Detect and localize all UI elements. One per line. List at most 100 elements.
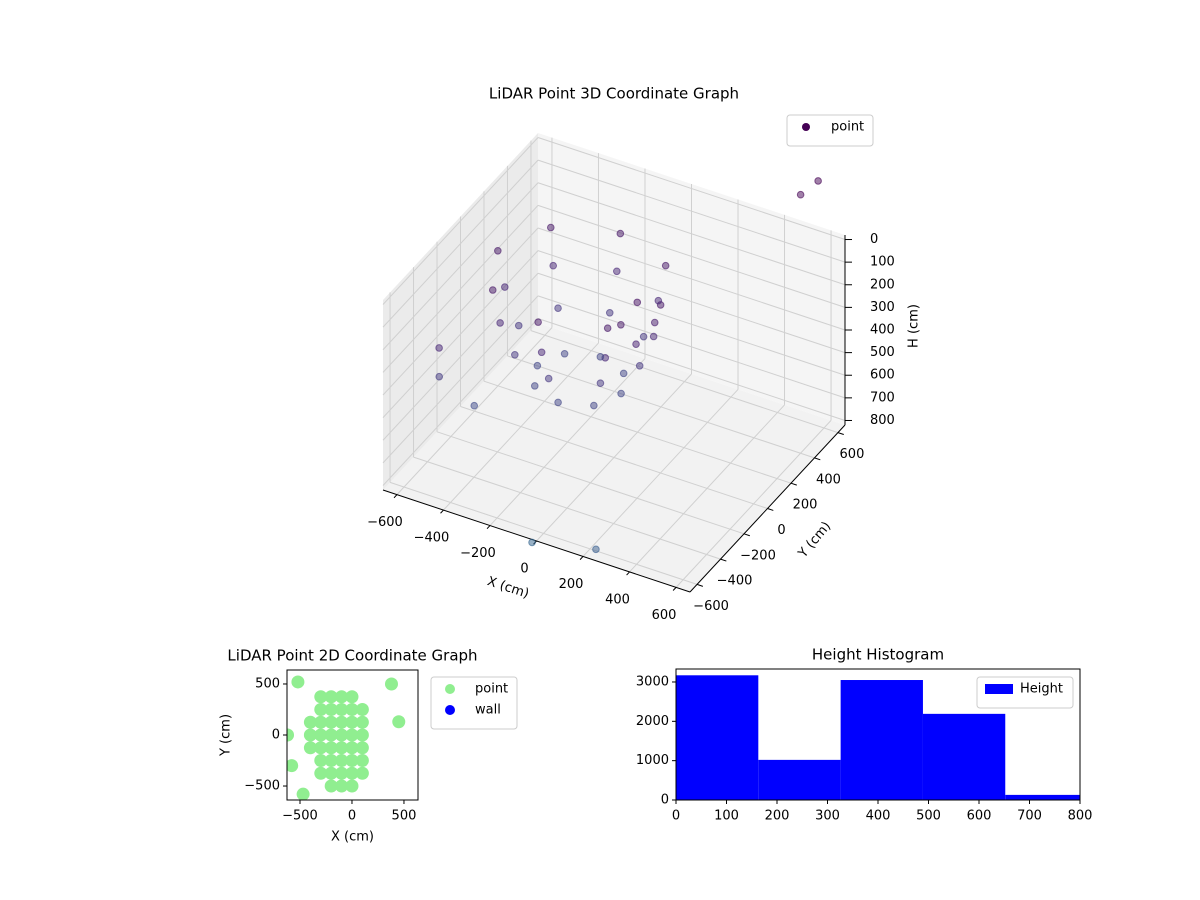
point — [314, 690, 328, 704]
point — [619, 369, 628, 378]
point — [345, 728, 359, 742]
point — [345, 741, 359, 755]
point — [324, 779, 338, 793]
point — [314, 715, 328, 729]
point — [324, 715, 338, 729]
point — [324, 690, 338, 704]
z-tick-label: 0 — [870, 232, 878, 247]
legend-label: wall — [475, 703, 501, 718]
point — [590, 401, 598, 410]
bar — [1005, 794, 1080, 800]
grid-line — [537, 159, 846, 263]
point — [496, 319, 504, 327]
y-tick-label: −200 — [740, 548, 776, 563]
point — [661, 261, 670, 270]
point — [617, 320, 625, 329]
legend-label: point — [475, 682, 508, 697]
point — [355, 766, 369, 780]
point — [514, 321, 523, 330]
grid-line — [389, 481, 698, 585]
x-tick — [579, 556, 584, 560]
grid-line — [530, 330, 839, 434]
z-tick-label: 300 — [870, 300, 895, 315]
y-tick-label: −600 — [693, 599, 729, 614]
point — [617, 389, 625, 398]
point — [303, 728, 317, 742]
point — [314, 741, 328, 755]
grid-line — [382, 295, 539, 464]
legend-marker — [802, 123, 810, 131]
point — [528, 538, 536, 547]
point — [324, 741, 338, 755]
grid-line — [537, 182, 846, 286]
legend-swatch — [985, 684, 1013, 694]
point — [533, 361, 542, 370]
z-tick-label: 800 — [870, 413, 895, 428]
y-tick-label: −400 — [717, 574, 753, 589]
point — [287, 759, 299, 773]
legend-label: Height — [1020, 682, 1063, 697]
x-tick-label: 500 — [392, 809, 417, 824]
x-tick-label: 500 — [916, 809, 941, 824]
x-tick-label: 0 — [672, 809, 680, 824]
x-tick — [486, 525, 491, 530]
point — [549, 261, 558, 270]
point — [335, 766, 349, 780]
point — [355, 702, 369, 716]
point — [546, 223, 555, 232]
point — [345, 690, 359, 704]
grid-line — [537, 204, 846, 308]
point — [345, 754, 359, 768]
z-tick-label: 200 — [870, 277, 895, 292]
point — [345, 766, 359, 780]
x-tick — [440, 509, 444, 514]
y-tick-label: 1000 — [636, 753, 669, 768]
y-tick — [696, 583, 704, 587]
y-tick — [767, 508, 774, 511]
grid-line — [382, 205, 539, 373]
z-tick-label: 500 — [870, 345, 895, 360]
point — [501, 283, 509, 291]
axes-frame — [286, 669, 419, 801]
plot-area — [676, 675, 1080, 800]
y-tick-label: 2000 — [636, 714, 669, 729]
x-axis-label: X (cm) — [485, 574, 531, 602]
point — [596, 353, 605, 361]
point — [511, 350, 519, 359]
chart-title: LiDAR Point 3D Coordinate Graph — [489, 85, 739, 103]
point — [435, 372, 444, 381]
grid-line — [382, 318, 539, 486]
point — [560, 349, 569, 358]
bar — [840, 680, 923, 800]
point — [814, 177, 822, 185]
y-tick-label: −500 — [244, 779, 280, 794]
point — [596, 379, 605, 388]
point — [384, 677, 398, 691]
point — [355, 715, 369, 729]
y-axis — [689, 424, 846, 593]
point — [494, 247, 502, 255]
point — [324, 702, 338, 716]
grid-line — [436, 431, 745, 535]
point — [314, 766, 328, 780]
bar — [676, 675, 759, 800]
point — [303, 715, 317, 729]
point — [530, 382, 539, 390]
bar — [922, 713, 1006, 800]
y-tick — [720, 558, 727, 562]
point — [335, 779, 349, 793]
bar — [758, 759, 841, 800]
grid-line — [382, 250, 539, 418]
point — [632, 340, 640, 348]
point — [633, 298, 642, 307]
grid-line — [382, 272, 539, 441]
point — [355, 741, 369, 755]
z-axis-label: H (cm) — [907, 304, 922, 348]
y-tick-label: 600 — [840, 447, 865, 462]
x-tick-label: −500 — [282, 809, 318, 824]
point — [605, 309, 614, 317]
axes-frame — [675, 668, 1081, 801]
point — [537, 348, 546, 357]
point — [335, 690, 349, 704]
point — [345, 779, 359, 793]
